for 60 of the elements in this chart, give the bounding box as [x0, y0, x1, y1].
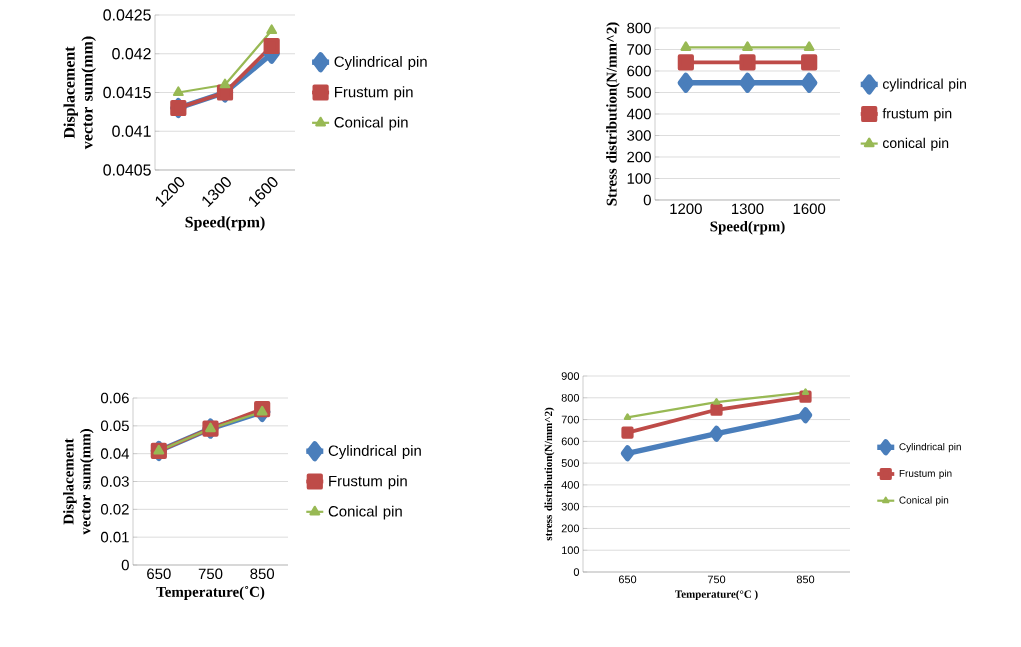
y-tick-label: 200	[627, 151, 651, 163]
y-tick-label: 0.0425	[103, 9, 151, 21]
y-tick-label: 0.0405	[103, 164, 151, 176]
x-tick-label: 1300	[732, 203, 764, 215]
y-tick-label: 0.04	[100, 448, 130, 459]
y-tick-label: 700	[627, 44, 651, 55]
y-tick-label: 0.042	[112, 48, 151, 60]
y-tick-label: 600	[627, 65, 651, 77]
x-axis-title: Speed(rpm)	[710, 220, 785, 235]
y-tick-label: 800	[627, 22, 651, 34]
x-axis-title: Temperature(°C )	[675, 590, 758, 601]
y-tick-label: 0	[643, 194, 651, 206]
x-tick-label: 750	[198, 568, 223, 580]
y-tick-label: 500	[561, 459, 580, 467]
legend-label: Cylindrical pin	[899, 442, 961, 453]
y-tick-label: 0.05	[100, 420, 129, 432]
y-tick-label: 900	[561, 372, 580, 380]
y-tick-label: 0.01	[100, 531, 129, 543]
y-tick-label: 0.02	[100, 504, 129, 515]
y-tick-label: 400	[561, 481, 580, 489]
legend-label: frustum pin	[882, 108, 952, 122]
y-tick-label: 700	[561, 415, 580, 424]
x-tick-label: 650	[147, 568, 171, 580]
x-axis-title: Speed(rpm)	[185, 216, 265, 231]
y-axis-title: Stress distribution(N/mm^2)	[606, 22, 620, 206]
y-tick-label: 600	[561, 437, 580, 446]
y-axis-title: stress distribution(N/mm^2)	[544, 407, 555, 541]
legend-label: Conical pin	[334, 116, 408, 131]
y-tick-label: 200	[561, 524, 580, 533]
y-tick-label: 0.041	[112, 125, 151, 137]
y-tick-label: 0.0415	[103, 86, 151, 99]
y-tick-label: 100	[627, 173, 651, 184]
legend-label: cylindrical pin	[882, 78, 966, 92]
y-tick-label: 800	[561, 393, 580, 402]
y-tick-label: 500	[627, 87, 651, 98]
x-tick-label: 750	[707, 575, 726, 584]
y-tick-label: 0	[573, 568, 580, 576]
legend-label: conical pin	[882, 137, 949, 151]
x-tick-label: 650	[618, 575, 637, 584]
x-tick-label: 1200	[670, 203, 702, 215]
legend-label: Frustum pin	[329, 475, 407, 490]
y-tick-label: 0	[121, 559, 129, 571]
legend-label: Cylindrical pin	[328, 445, 421, 459]
y-tick-label: 0.06	[100, 392, 129, 404]
x-tick-label: 1600	[793, 203, 826, 215]
y-axis-title: Displacement vector sum(mm)	[63, 36, 96, 150]
legend-label: Cylindrical pin	[334, 56, 427, 70]
y-tick-label: 300	[561, 502, 580, 511]
y-tick-label: 300	[627, 130, 651, 141]
legend-label: Frustum pin	[335, 86, 413, 101]
x-tick-label: 850	[796, 575, 815, 584]
y-axis-title: Displacement vector sum(mm)	[63, 429, 94, 535]
x-axis-title: Temperature(˚C)	[156, 585, 265, 600]
y-tick-label: 100	[562, 546, 580, 555]
legend-label: Frustum pin	[899, 469, 952, 479]
legend-label: Conical pin	[899, 496, 949, 506]
y-tick-label: 400	[626, 108, 651, 120]
x-tick-label: 850	[250, 568, 275, 580]
legend-label: Conical pin	[328, 505, 402, 520]
y-tick-label: 0.03	[100, 476, 129, 487]
